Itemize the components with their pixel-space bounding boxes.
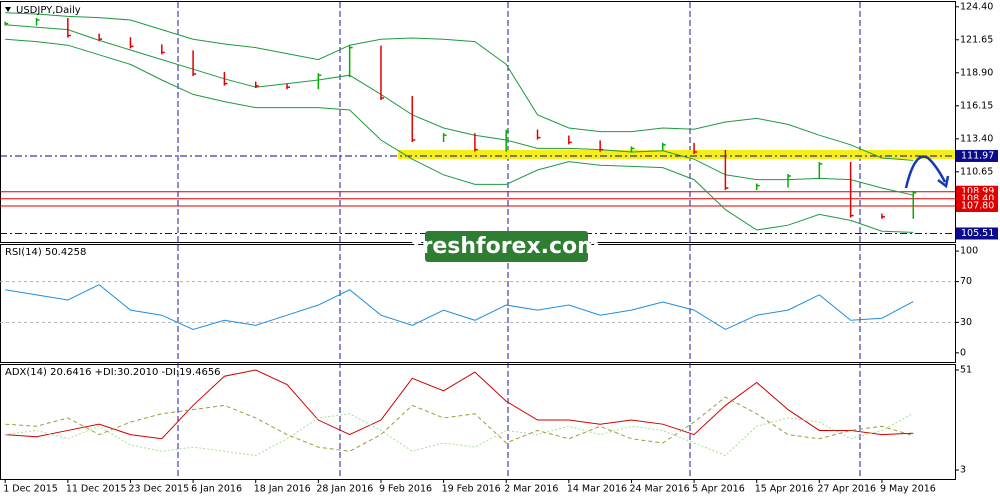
- x-tick-label: 15 Apr 2016: [755, 484, 814, 495]
- x-tick-label: 14 Mar 2016: [567, 484, 627, 495]
- series-line: [5, 38, 914, 233]
- adx-panel: [0, 364, 956, 480]
- y-tick-label: 113.40: [960, 133, 993, 144]
- y-tick-label: 124.40: [960, 1, 993, 12]
- series-line: [5, 412, 914, 457]
- y-tick-label: 0: [960, 347, 966, 358]
- level-label-box: [956, 149, 998, 162]
- x-tick-label: 9 Feb 2016: [379, 484, 432, 495]
- plot: [0, 6, 959, 483]
- level-label: 111.97: [961, 150, 994, 161]
- rsi-title: RSI(14) 50.4258: [5, 247, 86, 258]
- arrow-head: [937, 175, 950, 189]
- y-tick-label: 3: [960, 465, 966, 476]
- x-tick-label: 28 Jan 2016: [316, 484, 373, 495]
- forecast-arrow: [904, 155, 947, 189]
- level-label: 107.80: [961, 201, 994, 212]
- level-label-box: [956, 200, 998, 212]
- x-tick-label: 24 Mar 2016: [629, 484, 689, 495]
- x-tick-label: 6 Jan 2016: [191, 484, 242, 495]
- y-tick-label: 30: [960, 317, 972, 328]
- y-tick-label: 70: [960, 276, 972, 287]
- y-tick-label: 116.15: [960, 100, 993, 111]
- series-line: [5, 396, 914, 452]
- price-title: USDJPY,Daily: [16, 5, 81, 16]
- watermark: freshforex.com: [412, 234, 600, 259]
- x-tick-label: 2 Mar 2016: [504, 484, 558, 495]
- adx-title: ADX(14) 20.6416 +DI:30.2010 -DI:19.4656: [5, 367, 221, 378]
- x-tick-label: 18 Jan 2016: [254, 484, 311, 495]
- level-label: 108.99: [961, 186, 994, 197]
- x-tick-label: 1 Dec 2015: [3, 484, 58, 495]
- series-line: [5, 284, 914, 331]
- y-tick-label: 118.90: [960, 67, 993, 78]
- x-tick-label: 5 Apr 2016: [692, 484, 745, 495]
- level-label: 105.51: [961, 228, 994, 239]
- x-tick-label: 19 Feb 2016: [442, 484, 501, 495]
- x-tick-label: 9 May 2016: [880, 484, 936, 495]
- y-tick-label: 110.65: [960, 166, 993, 177]
- x-tick-label: 11 Dec 2015: [66, 484, 127, 495]
- level-label-box: [956, 227, 998, 240]
- y-tick-label: 51: [960, 365, 972, 376]
- watermark-box: [425, 231, 588, 262]
- series-line: [5, 12, 914, 161]
- y-tick-label: 121.65: [960, 34, 993, 45]
- series-line: [5, 369, 914, 440]
- level-label: 108.40: [961, 193, 994, 204]
- y-tick-label: 100: [960, 246, 978, 257]
- x-tick-label: 27 Apr 2016: [817, 484, 876, 495]
- series-line: [5, 24, 914, 196]
- menu-icon: [5, 7, 11, 12]
- x-tick-label: 23 Dec 2015: [128, 484, 189, 495]
